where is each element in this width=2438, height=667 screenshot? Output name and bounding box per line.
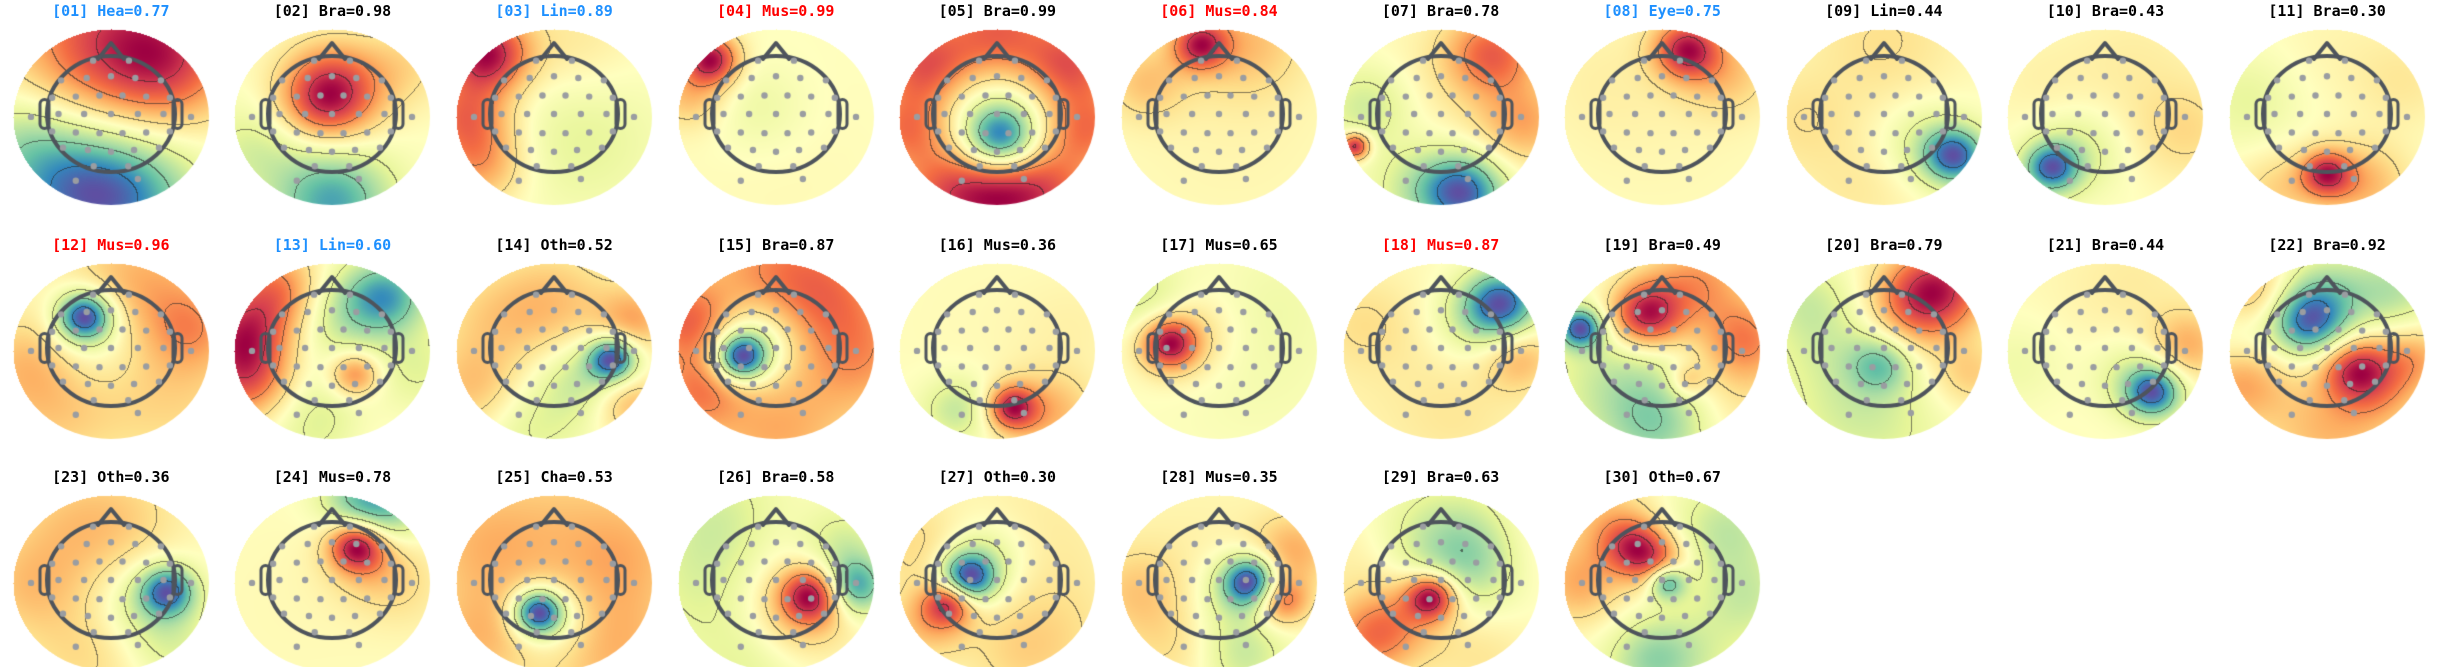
topomap-canvas: [1782, 258, 1985, 440]
component-cell-15: [15] Bra=0.87: [665, 234, 887, 440]
component-title: [09] Lin=0.44: [1825, 2, 1943, 20]
topomap-canvas: [453, 490, 656, 667]
component-title: [05] Bra=0.99: [938, 2, 1057, 20]
topomap-canvas: [1561, 24, 1764, 206]
topomap-canvas: [674, 24, 877, 206]
topomap-canvas: [674, 490, 877, 667]
component-cell-27: [27] Oth=0.30: [887, 466, 1109, 667]
component-title: [10] Bra=0.43: [2046, 2, 2165, 20]
component-cell-24: [24] Mus=0.78: [222, 466, 444, 667]
component-cell-03: [03] Lin=0.89: [443, 0, 665, 206]
topomap-canvas: [1339, 258, 1542, 440]
component-title: [17] Mus=0.65: [1160, 236, 1278, 254]
component-cell-11: [11] Bra=0.30: [2216, 0, 2438, 206]
topomap-canvas: [1339, 24, 1542, 206]
topomap-canvas: [2226, 24, 2429, 206]
component-cell-07: [07] Bra=0.78: [1330, 0, 1552, 206]
component-title: [25] Cha=0.53: [495, 468, 613, 486]
component-title: [28] Mus=0.35: [1160, 468, 1278, 486]
topomap-canvas: [896, 24, 1099, 206]
component-cell-22: [22] Bra=0.92: [2216, 234, 2438, 440]
topomap-row-3: [23] Oth=0.36 [24] Mus=0.78 [25] Cha=0.53 […: [0, 466, 2438, 667]
component-cell-17: [17] Mus=0.65: [1108, 234, 1330, 440]
topomap-canvas: [2004, 24, 2207, 206]
component-title: [21] Bra=0.44: [2046, 236, 2165, 254]
component-title: [23] Oth=0.36: [52, 468, 170, 486]
component-title: [29] Bra=0.63: [1381, 468, 1500, 486]
component-cell-26: [26] Bra=0.58: [665, 466, 887, 667]
topomap-canvas: [453, 24, 656, 206]
component-title: [07] Bra=0.78: [1381, 2, 1500, 20]
topomap-canvas: [9, 258, 212, 440]
topomap-canvas: [2226, 258, 2429, 440]
component-title: [24] Mus=0.78: [273, 468, 392, 486]
component-title: [19] Bra=0.49: [1603, 236, 1721, 254]
component-cell-13: [13] Lin=0.60: [222, 234, 444, 440]
topomap-canvas: [2004, 258, 2207, 440]
topomap-canvas: [9, 24, 212, 206]
component-cell-14: [14] Oth=0.52: [443, 234, 665, 440]
topomap-canvas: [896, 490, 1099, 667]
component-cell-18: [18] Mus=0.87: [1330, 234, 1552, 440]
topomap-canvas: [453, 258, 656, 440]
component-cell-08: [08] Eye=0.75: [1551, 0, 1773, 206]
component-cell-23: [23] Oth=0.36: [0, 466, 222, 667]
component-cell-28: [28] Mus=0.35: [1108, 466, 1330, 667]
component-title: [15] Bra=0.87: [716, 236, 835, 254]
topomap-canvas: [1782, 24, 1985, 206]
component-title: [26] Bra=0.58: [716, 468, 835, 486]
component-title: [18] Mus=0.87: [1381, 236, 1500, 254]
topomap-canvas: [674, 258, 877, 440]
component-title: [04] Mus=0.99: [716, 2, 835, 20]
component-cell-25: [25] Cha=0.53: [443, 466, 665, 667]
component-title: [14] Oth=0.52: [495, 236, 613, 254]
component-cell-05: [05] Bra=0.99: [887, 0, 1109, 206]
topomap-canvas: [231, 258, 434, 440]
topomap-canvas: [896, 258, 1099, 440]
topomap-canvas: [231, 24, 434, 206]
topomap-row-2: [12] Mus=0.96 [13] Lin=0.60 [14] Oth=0.52 […: [0, 234, 2438, 466]
component-cell-09: [09] Lin=0.44: [1773, 0, 1995, 206]
topomap-canvas: [1117, 24, 1320, 206]
component-title: [13] Lin=0.60: [273, 236, 392, 254]
topomap-canvas: [231, 490, 434, 667]
component-cell-21: [21] Bra=0.44: [1995, 234, 2217, 440]
topomap-canvas: [9, 490, 212, 667]
component-title: [06] Mus=0.84: [1160, 2, 1278, 20]
component-title: [03] Lin=0.89: [495, 2, 613, 20]
component-title: [01] Hea=0.77: [52, 2, 170, 20]
component-title: [12] Mus=0.96: [52, 236, 170, 254]
component-cell-12: [12] Mus=0.96: [0, 234, 222, 440]
component-title: [02] Bra=0.98: [273, 2, 392, 20]
component-cell-20: [20] Bra=0.79: [1773, 234, 1995, 440]
component-title: [22] Bra=0.92: [2268, 236, 2386, 254]
topomap-row-1: [01] Hea=0.77 [02] Bra=0.98 [03] Lin=0.89 […: [0, 0, 2438, 234]
component-title: [11] Bra=0.30: [2268, 2, 2386, 20]
topomap-canvas: [1339, 490, 1542, 667]
component-cell-30: [30] Oth=0.67: [1551, 466, 1773, 667]
component-title: [30] Oth=0.67: [1603, 468, 1721, 486]
component-cell-01: [01] Hea=0.77: [0, 0, 222, 206]
component-title: [16] Mus=0.36: [938, 236, 1057, 254]
component-cell-04: [04] Mus=0.99: [665, 0, 887, 206]
component-cell-10: [10] Bra=0.43: [1995, 0, 2217, 206]
topomap-canvas: [1117, 258, 1320, 440]
topomap-canvas: [1561, 490, 1764, 667]
topomap-canvas: [1561, 258, 1764, 440]
component-cell-06: [06] Mus=0.84: [1108, 0, 1330, 206]
component-cell-29: [29] Bra=0.63: [1330, 466, 1552, 667]
topomap-canvas: [1117, 490, 1320, 667]
component-cell-16: [16] Mus=0.36: [887, 234, 1109, 440]
component-cell-19: [19] Bra=0.49: [1551, 234, 1773, 440]
component-title: [20] Bra=0.79: [1825, 236, 1943, 254]
component-cell-02: [02] Bra=0.98: [222, 0, 444, 206]
component-title: [08] Eye=0.75: [1603, 2, 1721, 20]
component-title: [27] Oth=0.30: [938, 468, 1057, 486]
